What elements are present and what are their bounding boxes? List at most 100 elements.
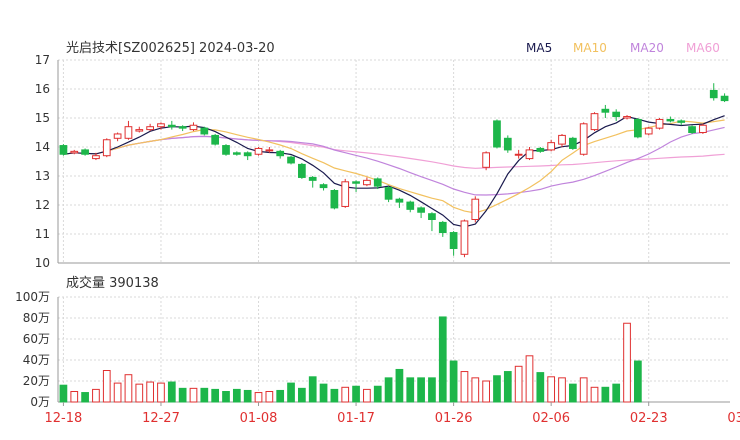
candle [146,123,154,132]
candle [352,180,360,192]
candle [232,151,241,156]
candle [536,147,545,153]
candle [341,178,350,208]
volume-bar [503,371,512,403]
candle [157,122,165,130]
volume-bar [81,392,89,403]
volume-bar [157,382,165,403]
volume-bar [276,389,285,403]
candle [70,149,79,155]
volume-bar [113,382,122,403]
candle-body [590,113,599,131]
volume-bar [254,392,263,403]
volume-bar [395,368,404,403]
candle [720,93,729,103]
volume-bar [558,377,566,403]
volume-tick-label: 60万 [23,332,50,346]
volume-tick-label: 100万 [15,290,50,304]
candle-body [536,147,545,152]
candle-body [655,118,664,129]
volume-bar [167,381,176,403]
volume-bar [243,389,252,403]
candle-body [298,163,306,178]
candle-body [384,187,393,200]
candle [558,133,566,147]
ma20-line [63,126,725,196]
volume-bar [612,383,621,403]
candle [471,196,480,223]
candle [276,149,285,159]
candle-body [254,147,263,155]
candle-body [406,201,415,210]
candle-body [308,176,317,181]
candle-body [157,123,165,128]
date-tick-label: 02-23 [630,411,668,426]
candle-body [92,155,100,160]
legend-ma5: MA5 [526,41,552,55]
price-tick-label: 11 [35,227,50,241]
volume-bar [384,377,393,403]
volume-bar [590,386,599,403]
price-tick-label: 10 [35,256,50,270]
candle [666,116,675,123]
candle [384,186,393,203]
volume-bar [417,377,425,403]
candle [373,177,382,190]
candle [655,118,664,130]
date-tick-label: 12-18 [45,411,83,426]
candle-body [417,207,425,213]
candle-body [699,124,707,133]
candle [81,148,89,156]
candle-body [167,124,176,128]
candle-body [135,129,144,132]
candle-body [341,181,350,207]
candle [503,135,512,153]
candle-body [525,149,534,160]
volume-tick-label: 0万 [30,395,50,409]
candle-body [200,127,209,135]
price-y-axis: 10 11 12 13 14 15 16 17 [35,53,730,270]
volume-bar [601,386,610,403]
candle [319,183,328,191]
volume-bar [330,388,339,403]
candle-body [113,133,122,139]
volume-bar [232,388,241,403]
candle-body [709,89,718,99]
candle [113,132,122,142]
candle [677,119,686,126]
candle [211,133,220,146]
candle-body [438,221,447,234]
legend-ma10: MA10 [573,41,607,55]
candle-body [222,145,230,155]
volume-bar [373,385,382,403]
candle-body [287,156,295,164]
candle [547,139,556,152]
candle [287,155,295,165]
candle [243,151,252,161]
price-tick-label: 12 [35,198,50,212]
candle-body [428,213,436,220]
price-tick-label: 16 [35,82,50,96]
candle-body [720,95,729,102]
volume-bar [579,377,588,403]
candle [482,151,490,171]
candle-body [460,220,469,255]
volume-bar [460,371,469,403]
volume-bar [536,372,545,403]
date-tick-label: 01-26 [435,411,473,426]
volume-bar [135,383,144,403]
volume-label: 成交量 390138 [66,275,159,291]
candle-body [59,145,68,155]
date-tick-label: 12-27 [142,411,180,426]
candle [298,162,306,179]
volume-bar [547,376,556,403]
moving-average-lines [63,115,725,228]
ma5-line [63,115,725,228]
candle [406,200,415,213]
volume-bar [265,391,274,403]
volume-bar [124,374,133,403]
candle-body [243,152,252,157]
volume-bar [92,388,100,403]
candle [623,115,631,120]
volume-bar [352,385,360,403]
